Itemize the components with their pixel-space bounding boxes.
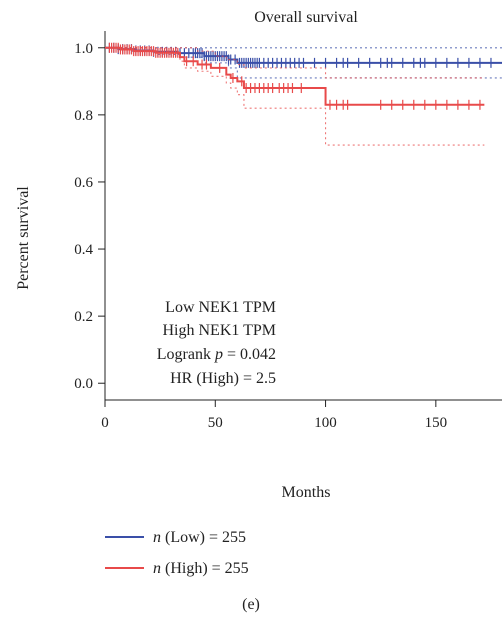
y-tick-label: 0.0 [74, 376, 93, 392]
annotation-hr: HR (High) = 2.5 [170, 370, 276, 387]
x-tick-label: 50 [208, 415, 223, 431]
x-axis-title: Months [282, 484, 331, 501]
y-tick-label: 0.4 [74, 242, 93, 258]
series-high [105, 42, 485, 146]
legend-label-low: n (Low) = 255 [153, 529, 246, 546]
annotation-low: Low NEK1 TPM [165, 299, 276, 316]
y-tick-label: 0.8 [74, 108, 93, 124]
chart-title: Overall survival [254, 9, 358, 26]
annotation-logrank: Logrank p = 0.042 [157, 346, 276, 363]
x-tick-label: 100 [314, 415, 337, 431]
plot-area: 0.0 0.2 0.4 0.6 0.8 1.0 0 50 100 150 [74, 31, 502, 431]
ci-lower-low [105, 47, 502, 79]
x-tick-label: 0 [101, 415, 109, 431]
legend-label-high: n (High) = 255 [153, 560, 249, 577]
annotation-block: Low NEK1 TPM High NEK1 TPM Logrank p = 0… [157, 299, 276, 387]
y-tick-label: 0.6 [74, 175, 93, 191]
panel-label: (e) [242, 596, 260, 613]
y-tick-label: 0.2 [74, 309, 93, 325]
y-axis-title: Percent survival [15, 186, 32, 290]
legend: n (Low) = 255 n (High) = 255 [105, 529, 249, 577]
survival-curve-high [105, 46, 485, 106]
x-tick-label: 150 [425, 415, 448, 431]
y-tick-label: 1.0 [74, 41, 93, 57]
annotation-high: High NEK1 TPM [163, 322, 277, 339]
